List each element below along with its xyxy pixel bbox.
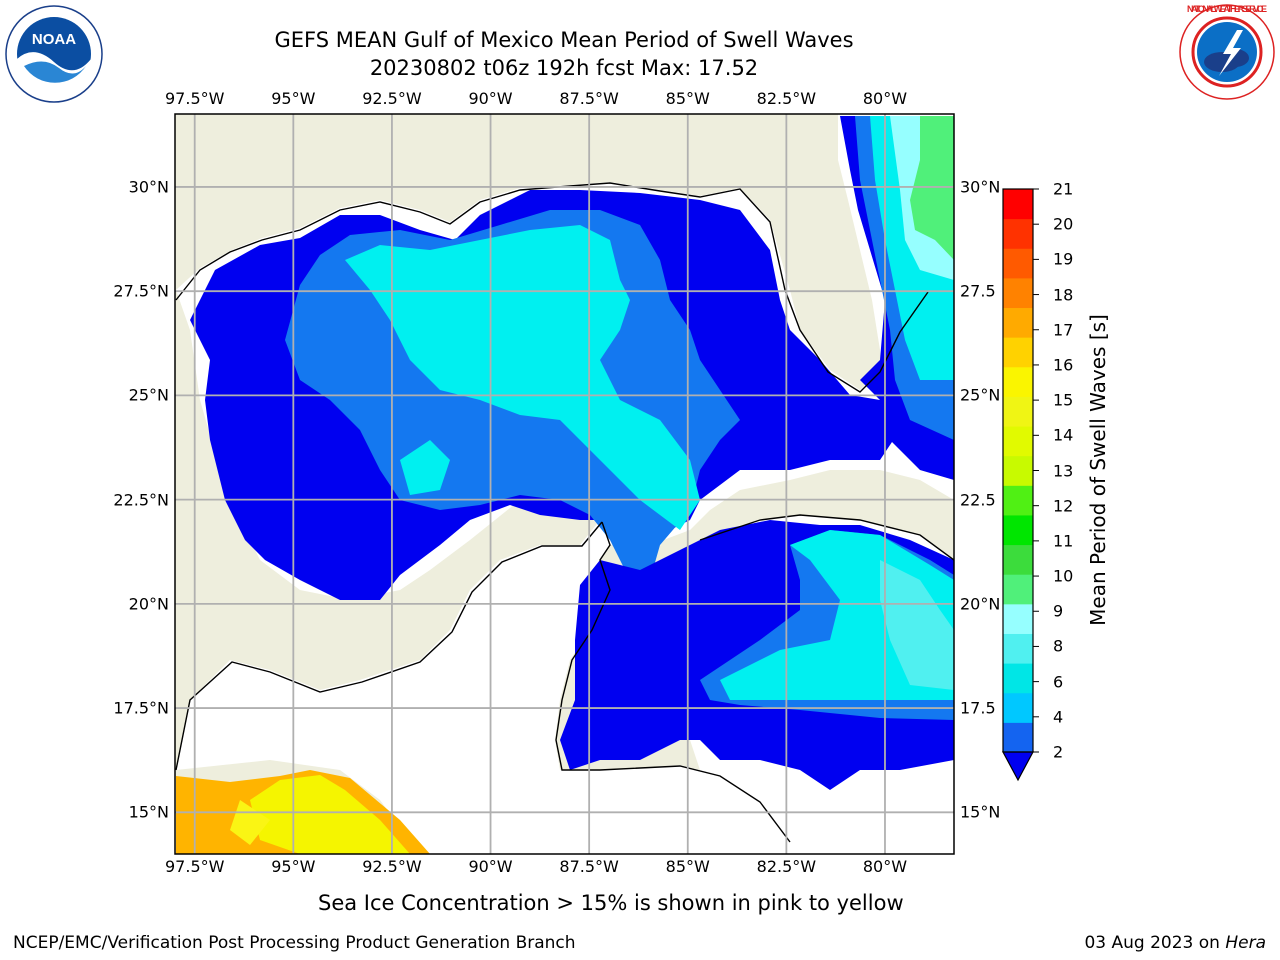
colorbar-segment — [1003, 455, 1033, 486]
lon-label-top: 95°W — [271, 89, 316, 108]
lon-label-top: 85°W — [665, 89, 710, 108]
noaa-logo: NOAA — [5, 5, 103, 103]
colorbar-segment — [1003, 396, 1033, 427]
swell-light-cyan-carib — [880, 560, 954, 690]
colorbar-segment — [1003, 544, 1033, 575]
colorbar-tick-label: 6 — [1053, 672, 1064, 692]
swell-cyan-gulf — [345, 225, 700, 530]
lon-label-bottom: 87.5°W — [559, 857, 619, 876]
lon-label-top: 97.5°W — [164, 89, 225, 108]
colorbar-segment — [1003, 337, 1033, 368]
footer-date-text: 03 Aug 2023 on — [1084, 933, 1226, 953]
lat-label-right: 25°N — [960, 385, 1001, 405]
colorbar-tick-label: 13 — [1053, 461, 1074, 480]
colorbar-tick-label: 19 — [1053, 249, 1074, 269]
colorbar-segment — [1003, 722, 1033, 753]
colorbar-tick-label: 14 — [1053, 425, 1074, 445]
colorbar-segment — [1003, 692, 1033, 723]
map-layers — [175, 114, 954, 854]
nws-logo-text: NATIONAL WEATHER SERVICE — [1187, 4, 1267, 14]
nws-logo: NATIONAL WEATHER SERVICE — [1179, 4, 1275, 100]
chart-subtitle: 20230802 t06z 192h fcst Max: 17.52 — [369, 56, 759, 80]
lon-label-bottom: 80°W — [862, 857, 908, 876]
lon-label-bottom: 95°W — [271, 857, 316, 876]
colorbar-segment — [1003, 633, 1033, 664]
colorbar-tick-label: 4 — [1053, 707, 1064, 727]
colorbar-tick-label: 8 — [1053, 636, 1064, 656]
lon-label-bottom: 97.5°W — [164, 857, 225, 876]
sea-ice-note: Sea Ice Concentration > 15% is shown in … — [318, 891, 904, 915]
colorbar-tick-label: 2 — [1053, 742, 1064, 762]
lon-label-bottom: 90°W — [468, 857, 513, 876]
colorbar-segment — [1003, 218, 1033, 249]
lon-label-top: 90°W — [468, 89, 513, 108]
lat-label-left: 25°N — [128, 385, 169, 405]
colorbar-segment — [1003, 663, 1033, 694]
lat-label-right: 27.5 — [960, 281, 996, 301]
noaa-logo-text: NOAA — [32, 31, 76, 48]
swell-green-atl — [910, 116, 954, 260]
colorbar-segment — [1003, 307, 1033, 338]
lon-label-top: 87.5°W — [559, 89, 619, 108]
lon-label-bottom: 85°W — [665, 857, 710, 876]
colorbar-label: Mean Period of Swell Waves [s] — [1086, 314, 1110, 626]
lat-label-left: 20°N — [128, 594, 169, 614]
colorbar-segment — [1003, 426, 1033, 457]
colorbar-tick-label: 17 — [1053, 320, 1074, 340]
colorbar-tick-label: 9 — [1053, 601, 1064, 621]
colorbar-segment — [1003, 366, 1033, 397]
colorbar-tick-label: 11 — [1053, 531, 1074, 551]
swell-cyan-gulf-2 — [400, 440, 450, 495]
lat-label-right: 17.5 — [960, 698, 996, 718]
colorbar-tick-label: 20 — [1053, 214, 1074, 234]
colorbar-tick-label: 18 — [1053, 285, 1074, 305]
lat-label-left: 27.5°N — [113, 281, 169, 301]
colorbar-segment — [1003, 514, 1033, 546]
map-frame — [174, 113, 955, 855]
colorbar-segment — [1003, 603, 1033, 634]
footer-credit: NCEP/EMC/Verification Post Processing Pr… — [13, 933, 576, 953]
colorbar-segment — [1003, 189, 1033, 220]
yucatan-coast — [555, 521, 791, 843]
lon-label-top: 80°W — [862, 89, 908, 108]
swell-yellow-pacific — [250, 775, 410, 854]
colorbar-tick-label: 16 — [1053, 355, 1074, 375]
lat-label-right: 30°N — [960, 177, 1001, 197]
lon-label-top: 92.5°W — [362, 89, 422, 108]
mexico-coast — [175, 521, 603, 771]
colorbar-segment — [1003, 574, 1033, 605]
colorbar-tick-label: 12 — [1053, 496, 1074, 516]
lon-label-bottom: 92.5°W — [362, 857, 422, 876]
colorbar-extend-arrow — [1001, 751, 1035, 782]
lat-label-left: 22.5°N — [113, 490, 169, 510]
lat-label-left: 15°N — [128, 802, 169, 822]
colorbar-segment — [1003, 277, 1033, 309]
colorbar-tick-label: 15 — [1053, 390, 1074, 410]
cuba-coast — [699, 514, 954, 561]
colorbar-tick-label: 21 — [1053, 179, 1074, 199]
chart-title: GEFS MEAN Gulf of Mexico Mean Period of … — [274, 28, 854, 52]
footer-date: 03 Aug 2023 on Hera — [1084, 933, 1266, 953]
lat-label-left: 30°N — [128, 177, 169, 197]
lon-label-top: 82.5°W — [756, 89, 817, 108]
gridlines — [175, 114, 954, 854]
lat-label-right: 20°N — [960, 594, 1001, 614]
swell-yellow-light-pacific — [230, 800, 270, 845]
lat-label-left: 17.5°N — [113, 698, 169, 718]
lon-label-bottom: 82.5°W — [756, 857, 817, 876]
colorbar — [1001, 188, 1039, 782]
footer-host: Hera — [1225, 933, 1266, 953]
lat-label-right: 22.5 — [960, 490, 996, 510]
colorbar-segment — [1003, 485, 1033, 516]
colorbar-segment — [1003, 248, 1033, 279]
lat-label-right: 15°N — [960, 802, 1001, 822]
colorbar-tick-label: 10 — [1053, 566, 1074, 586]
